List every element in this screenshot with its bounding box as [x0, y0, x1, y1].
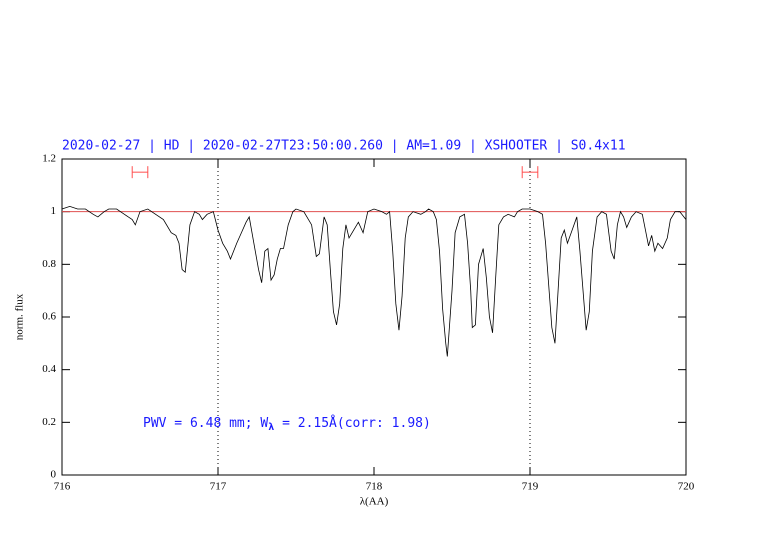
y-tick-label: 0.2 [42, 416, 56, 428]
y-tick-label: 0.6 [42, 311, 56, 323]
spectrum-line [61, 205, 687, 357]
x-tick-label: 718 [366, 481, 383, 493]
annotation-text: PWV = 6.48 mm; W [143, 416, 268, 431]
y-axis-label: norm. flux [14, 293, 26, 340]
annotation: PWV = 6.48 mm; Wλ = 2.15Å(corr: 1.98) [143, 415, 431, 434]
y-tick-label: 0.4 [42, 363, 56, 375]
y-tick-label: 1.2 [42, 153, 56, 165]
x-axis-label: λ(AA) [360, 496, 389, 508]
annotation-text: = 2.15Å(corr: 1.98) [274, 415, 431, 431]
y-tick-label: 0 [51, 469, 57, 481]
chart-title: 2020-02-27 | HD | 2020-02-27T23:50:00.26… [62, 139, 626, 154]
annotation-subscript: λ [268, 422, 274, 433]
interval-marker [131, 166, 149, 179]
x-tick-label: 716 [54, 481, 71, 493]
interval-marker [521, 166, 539, 179]
x-tick-label: 717 [210, 481, 227, 493]
y-tick-label: 0.8 [42, 258, 56, 270]
x-tick-label: 720 [678, 481, 695, 493]
x-tick-label: 719 [522, 481, 539, 493]
y-tick-label: 1 [51, 205, 57, 217]
